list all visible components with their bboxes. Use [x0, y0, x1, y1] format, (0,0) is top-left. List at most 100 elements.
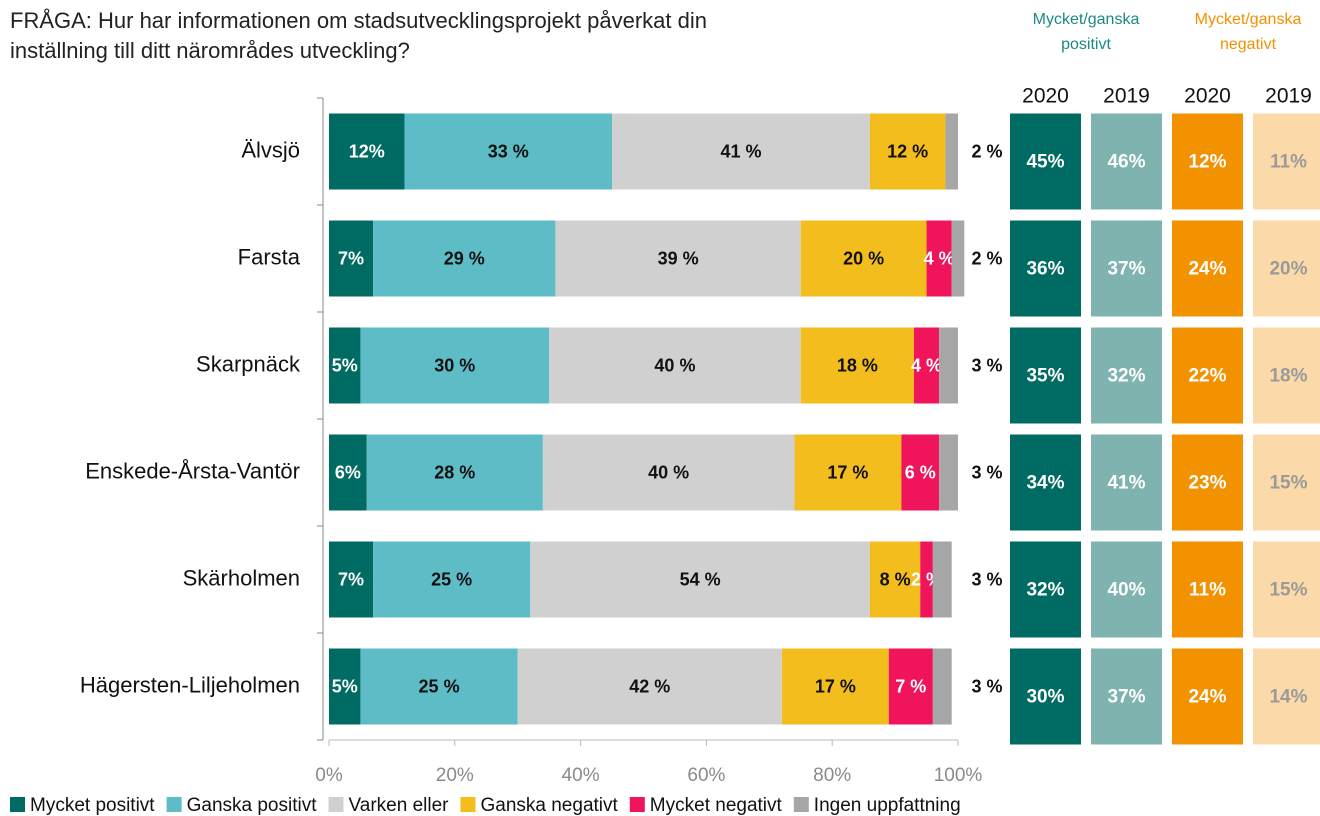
- bar-segment: [901, 434, 940, 511]
- summary-value: 11%: [1270, 152, 1307, 173]
- year-header: 2020: [1184, 85, 1231, 108]
- bar-label: 4 %: [924, 248, 955, 268]
- summary-value: 14%: [1269, 687, 1307, 708]
- bar-label: 3 %: [971, 462, 1002, 482]
- summary-value: 20%: [1269, 259, 1307, 280]
- bar-segment: [888, 648, 933, 725]
- summary-value: 32%: [1026, 580, 1064, 601]
- summary-value: 35%: [1026, 366, 1064, 387]
- group-header: negativt: [1220, 36, 1277, 53]
- legend-swatch: [328, 797, 344, 812]
- bar-label: 6%: [335, 462, 361, 482]
- bar-segment: [945, 113, 958, 190]
- x-tick-label: 40%: [562, 765, 600, 786]
- bar-label: 40 %: [648, 462, 689, 482]
- legend-label: Mycket negativt: [650, 795, 783, 816]
- summary-box: [1172, 434, 1243, 531]
- legend-label: Ganska positivt: [187, 795, 318, 816]
- category-label: Skärholmen: [183, 565, 300, 590]
- summary-box: [1253, 327, 1320, 424]
- summary-box: [1010, 648, 1081, 745]
- bar-segment: [951, 220, 965, 297]
- summary-value: 41%: [1107, 473, 1145, 494]
- bar-label: 3 %: [971, 676, 1002, 696]
- summary-box: [1091, 220, 1162, 317]
- group-header: Mycket/ganska: [1033, 11, 1140, 28]
- bar-segment: [373, 220, 556, 297]
- bar-segment: [920, 541, 933, 618]
- summary-box: [1172, 220, 1243, 317]
- summary-box: [1010, 220, 1081, 317]
- category-label: Enskede-Årsta-Vantör: [85, 458, 300, 483]
- legend-swatch: [460, 797, 476, 812]
- legend-label: Mycket positivt: [30, 795, 155, 816]
- bar-segment: [612, 113, 870, 190]
- bar-label: 8 %: [880, 569, 911, 589]
- year-header: 2019: [1103, 85, 1150, 108]
- bar-label: 7%: [338, 569, 364, 589]
- summary-box: [1010, 541, 1081, 638]
- bar-segment: [932, 541, 952, 618]
- bar-label: 25 %: [419, 676, 460, 696]
- x-tick-label: 80%: [813, 765, 851, 786]
- summary-value: 12%: [1188, 152, 1226, 173]
- chart-title: inställning till ditt närområdes utveckl…: [10, 38, 410, 63]
- summary-value: 23%: [1188, 473, 1226, 494]
- summary-value: 22%: [1188, 366, 1226, 387]
- bar-segment: [404, 113, 613, 190]
- bar-segment: [939, 434, 958, 511]
- category-label: Farsta: [238, 244, 301, 269]
- bar-segment: [869, 541, 921, 618]
- bar-segment: [932, 648, 952, 725]
- bar-label: 28 %: [434, 462, 475, 482]
- summary-box: [1253, 648, 1320, 745]
- bar-label: 7 %: [895, 676, 926, 696]
- group-header: positivt: [1061, 36, 1111, 53]
- bar-segment: [549, 327, 801, 404]
- summary-value: 37%: [1107, 259, 1145, 280]
- x-tick-label: 20%: [436, 765, 474, 786]
- bar-label: 3 %: [971, 569, 1002, 589]
- bar-segment: [869, 113, 946, 190]
- bar-segment: [555, 220, 801, 297]
- summary-value: 11%: [1189, 580, 1226, 601]
- summary-value: 45%: [1026, 152, 1064, 173]
- category-label: Älvsjö: [241, 137, 300, 162]
- bar-segment: [800, 327, 914, 404]
- bar-label: 29 %: [444, 248, 485, 268]
- summary-box: [1010, 434, 1081, 531]
- legend-swatch: [629, 797, 645, 812]
- summary-value: 15%: [1269, 473, 1307, 494]
- legend-label: Varken eller: [349, 795, 450, 816]
- summary-value: 37%: [1107, 687, 1145, 708]
- bar-segment: [926, 220, 952, 297]
- bar-segment: [329, 648, 361, 725]
- bar-segment: [329, 434, 367, 511]
- bar-label: 2 %: [971, 141, 1002, 161]
- bar-label: 5%: [332, 355, 358, 375]
- bar-segment: [794, 434, 902, 511]
- legend-swatch: [10, 797, 25, 812]
- summary-box: [1253, 220, 1320, 317]
- bar-segment: [542, 434, 795, 511]
- bar-segment: [329, 541, 374, 618]
- bar-label: 12%: [349, 141, 385, 161]
- legend-swatch: [793, 797, 809, 812]
- bar-segment: [360, 327, 550, 404]
- bar-segment: [366, 434, 543, 511]
- bar-segment: [329, 220, 374, 297]
- bar-label: 6 %: [905, 462, 936, 482]
- bar-label: 30 %: [434, 355, 475, 375]
- bar-segment: [939, 327, 958, 404]
- summary-value: 30%: [1026, 687, 1064, 708]
- category-label: Hägersten-Liljeholmen: [80, 672, 300, 697]
- summary-value: 15%: [1269, 580, 1307, 601]
- bar-label: 39 %: [658, 248, 699, 268]
- bar-label: 3 %: [971, 355, 1002, 375]
- summary-box: [1091, 327, 1162, 424]
- summary-box: [1010, 327, 1081, 424]
- summary-box: [1010, 113, 1081, 210]
- summary-box: [1091, 648, 1162, 745]
- x-tick-label: 60%: [687, 765, 725, 786]
